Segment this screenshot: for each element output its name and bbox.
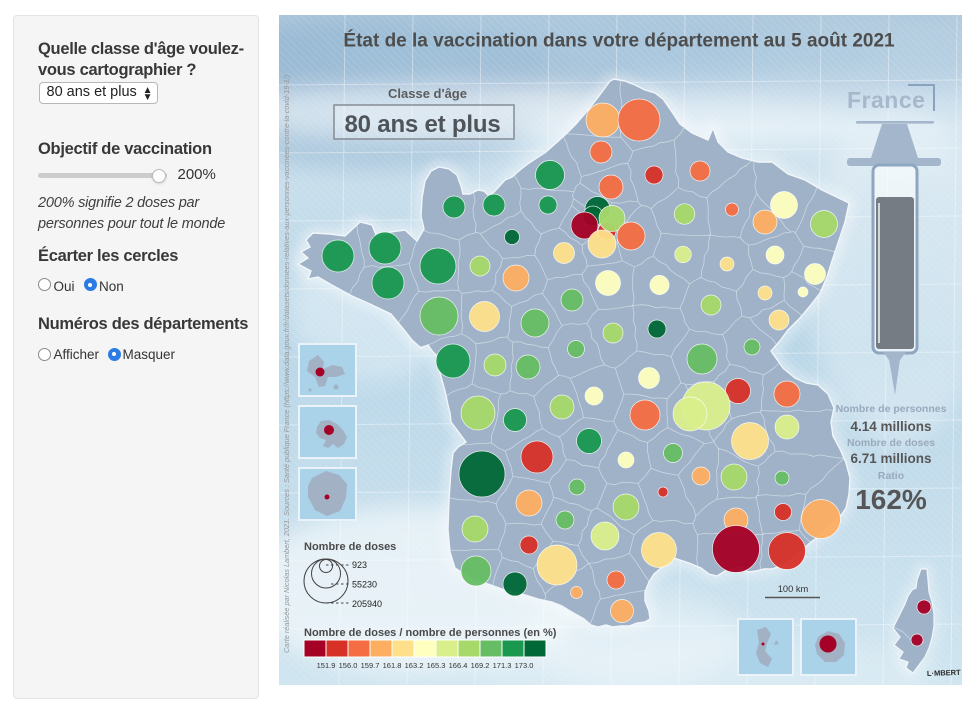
svg-text:165.3: 165.3 [427,661,446,670]
svg-text:Classe d'âge: Classe d'âge [388,86,467,101]
svg-text:205940: 205940 [352,599,382,609]
svg-text:France: France [847,87,925,113]
svg-text:6.71 millions: 6.71 millions [850,451,931,466]
svg-text:171.3: 171.3 [493,661,512,670]
svg-text:Ratio: Ratio [878,470,904,482]
svg-text:Nombre de doses / nombre de pe: Nombre de doses / nombre de personnes (e… [304,627,557,639]
svg-text:151.9: 151.9 [317,661,336,670]
svg-text:Nombre de doses: Nombre de doses [304,541,396,553]
svg-text:55230: 55230 [352,580,377,590]
svg-text:Carte réalisée par Nicolas Lam: Carte réalisée par Nicolas Lambert, 2021… [282,75,291,653]
svg-text:État de la vaccination dans vo: État de la vaccination dans votre départ… [343,30,895,52]
svg-text:173.0: 173.0 [515,661,534,670]
svg-text:Nombre de personnes: Nombre de personnes [836,403,947,415]
svg-text:80 ans et plus: 80 ans et plus [345,111,501,138]
svg-text:156.0: 156.0 [339,661,358,670]
svg-text:4.14 millions: 4.14 millions [850,419,931,434]
svg-text:169.2: 169.2 [471,661,490,670]
svg-text:923: 923 [352,560,367,570]
svg-text:166.4: 166.4 [449,661,468,670]
svg-text:163.2: 163.2 [405,661,424,670]
svg-text:162%: 162% [855,484,927,515]
svg-text:159.7: 159.7 [361,661,380,670]
svg-text:161.8: 161.8 [383,661,402,670]
svg-text:L·MBERT: L·MBERT [927,668,961,678]
svg-text:Nombre de doses: Nombre de doses [847,437,935,449]
svg-text:100 km: 100 km [778,584,809,594]
